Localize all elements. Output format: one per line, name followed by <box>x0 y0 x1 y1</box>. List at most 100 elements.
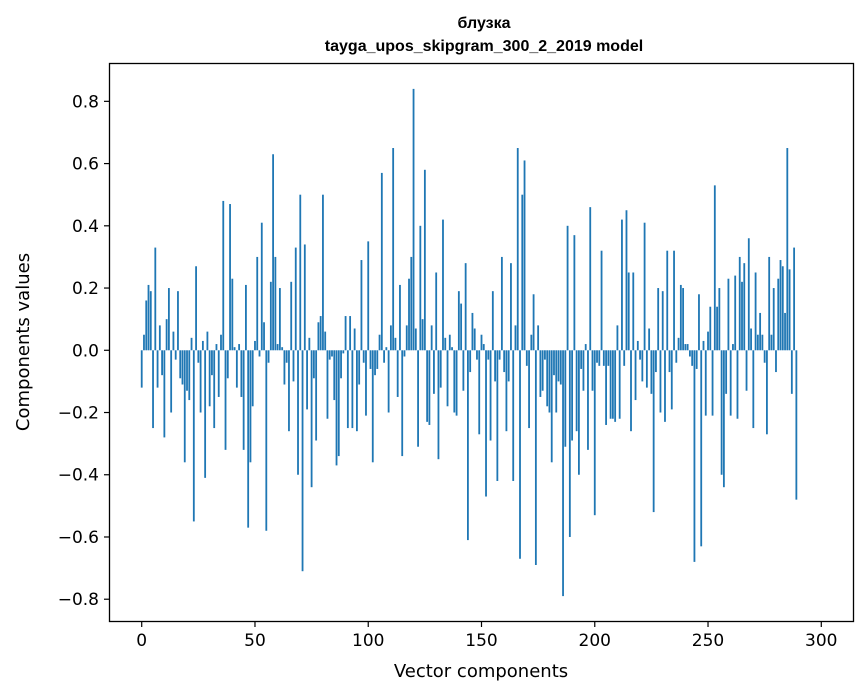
bar-127 <box>428 350 431 425</box>
bar-152 <box>485 350 487 497</box>
y-tick-label: −0.6 <box>58 528 99 548</box>
bar-70 <box>299 194 302 351</box>
bar-86 <box>335 350 338 466</box>
bar-121 <box>414 328 417 351</box>
bar-4 <box>149 291 152 351</box>
bar-287 <box>790 350 793 394</box>
bar-26 <box>199 350 202 413</box>
bar-282 <box>779 260 782 351</box>
bar-195 <box>582 350 585 391</box>
bar-23 <box>192 350 195 522</box>
bar-153 <box>487 350 490 360</box>
bar-156 <box>494 350 496 382</box>
bar-259 <box>727 278 730 351</box>
bar-136 <box>448 334 451 351</box>
bar-106 <box>380 172 383 351</box>
bar-29 <box>206 331 209 351</box>
bar-278 <box>770 334 773 351</box>
bar-31 <box>211 350 213 376</box>
bar-52 <box>258 350 261 357</box>
bar-233 <box>668 350 671 373</box>
bar-39 <box>229 204 231 351</box>
bar-189 <box>568 350 571 537</box>
bar-84 <box>331 350 333 357</box>
bar-254 <box>716 306 718 351</box>
bar-234 <box>670 350 673 410</box>
bar-256 <box>720 350 723 475</box>
chart-title-line2: tayga_upos_skipgram_300_2_2019 model <box>325 38 643 55</box>
bar-49 <box>251 350 254 407</box>
bars-group <box>140 88 798 597</box>
bar-103 <box>374 350 376 376</box>
bar-68 <box>294 247 297 351</box>
bar-141 <box>460 303 463 351</box>
x-tick-label: 150 <box>465 631 497 651</box>
bar-273 <box>759 312 762 351</box>
bar-88 <box>340 350 342 379</box>
bar-243 <box>691 350 694 366</box>
bar-5 <box>152 350 154 429</box>
bar-48 <box>249 350 252 463</box>
bar-272 <box>756 334 759 351</box>
bar-74 <box>308 337 311 351</box>
y-tick-label: 0.4 <box>72 217 99 237</box>
bar-102 <box>371 350 374 463</box>
bar-107 <box>383 350 385 363</box>
bar-125 <box>423 169 426 351</box>
bar-214 <box>625 210 628 351</box>
y-axis-label: Components values <box>13 253 34 431</box>
y-tick-label: −0.8 <box>58 590 99 610</box>
bar-251 <box>709 306 712 351</box>
bar-63 <box>283 350 286 385</box>
bar-53 <box>260 222 263 351</box>
bar-148 <box>476 350 478 360</box>
bar-216 <box>630 350 632 432</box>
x-tick-label: 100 <box>352 631 384 651</box>
bar-185 <box>559 350 562 385</box>
bar-167 <box>519 350 521 559</box>
bar-276 <box>766 350 768 435</box>
bar-21 <box>188 350 191 401</box>
bar-284 <box>784 312 786 351</box>
bar-83 <box>328 350 331 360</box>
bar-163 <box>510 263 512 351</box>
y-tick-label: −0.4 <box>58 466 99 486</box>
bar-161 <box>505 350 508 432</box>
bar-96 <box>358 350 361 385</box>
bar-188 <box>566 225 569 351</box>
bar-61 <box>278 288 281 351</box>
bar-28 <box>204 350 207 478</box>
bar-122 <box>417 350 419 447</box>
bar-197 <box>587 350 589 450</box>
bar-182 <box>553 350 555 376</box>
bar-172 <box>530 334 533 351</box>
bar-194 <box>580 350 583 369</box>
bar-186 <box>562 350 564 597</box>
bar-212 <box>621 219 623 351</box>
bar-120 <box>412 88 415 351</box>
bar-158 <box>498 350 501 360</box>
y-tick-label: −0.2 <box>58 404 99 424</box>
bar-140 <box>457 291 460 351</box>
bar-115 <box>401 350 404 457</box>
bar-37 <box>224 350 227 450</box>
bar-219 <box>636 340 639 351</box>
bar-176 <box>539 350 542 397</box>
bar-134 <box>444 337 447 351</box>
bar-207 <box>609 350 612 419</box>
bar-41 <box>233 347 236 351</box>
bar-56 <box>267 350 270 363</box>
bar-247 <box>700 350 703 547</box>
bar-154 <box>489 350 492 441</box>
bar-215 <box>627 272 630 351</box>
x-axis-label: Vector components <box>394 661 568 682</box>
bar-165 <box>514 325 517 351</box>
bar-35 <box>220 334 222 351</box>
bar-2 <box>145 300 148 351</box>
bar-6 <box>154 247 157 351</box>
bar-10 <box>163 350 166 438</box>
bar-236 <box>675 350 678 363</box>
bar-7 <box>156 350 159 388</box>
bar-258 <box>725 350 728 394</box>
bar-19 <box>183 350 186 463</box>
